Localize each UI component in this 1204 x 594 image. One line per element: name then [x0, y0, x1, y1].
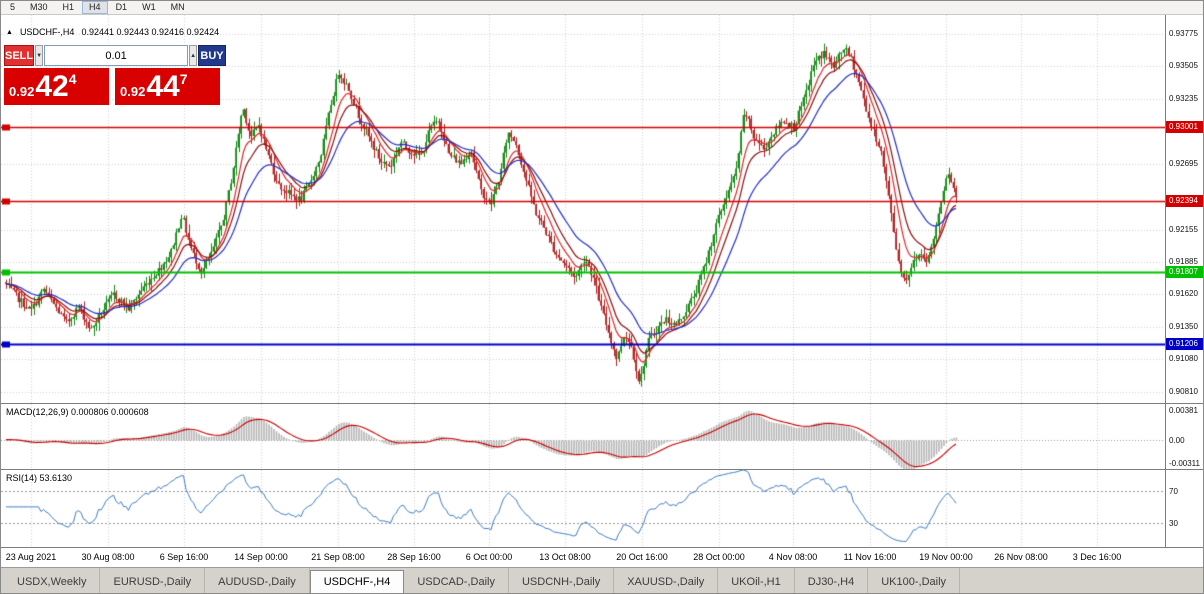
buy-price-display[interactable]: 0.92 44 7	[115, 68, 220, 105]
time-axis-label: 20 Oct 16:00	[616, 552, 668, 562]
sell-price-base: 0.92	[9, 84, 35, 99]
time-axis-label: 28 Oct 00:00	[693, 552, 745, 562]
macd-axis-tick: 0.00	[1169, 435, 1185, 445]
price-axis-tick: 0.93235	[1169, 94, 1198, 103]
rsi-axis-tick: 70	[1169, 486, 1178, 496]
chart-tabs-bar: USDX,Weekly EURUSD-,Daily AUDUSD-,Daily USD…	[1, 567, 1203, 593]
chart-tab-usdcnh-daily[interactable]: USDCNH-,Daily	[509, 568, 615, 593]
timeframe-button-5[interactable]: 5	[3, 1, 22, 14]
price-axis-tick: 0.91080	[1169, 354, 1198, 364]
symbol-name: USDCHF-,H4	[19, 27, 75, 37]
price-axis-tick: 0.91350	[1169, 321, 1198, 331]
macd-indicator-label: MACD(12,26,9) 0.000806 0.000608	[6, 407, 149, 417]
hline-price-badge: 0.92394	[1166, 194, 1203, 207]
rsi-indicator-canvas[interactable]	[1, 470, 1165, 547]
price-axis-tick: 0.93775	[1169, 28, 1198, 38]
chart-tab-usdchf-h4[interactable]: USDCHF-,H4	[309, 570, 405, 593]
hline-price-badge: 0.91206	[1166, 338, 1203, 351]
price-axis: 0.93775 0.93505 0.93235 0.92695 0.92155 0.918…	[1165, 15, 1203, 403]
price-axis-tick: 0.92695	[1169, 159, 1198, 169]
main-chart-panel: ▲ USDCHF-,H4 0.92441 0.92443 0.92416 0.9…	[1, 15, 1165, 403]
timeframe-button-mn[interactable]: MN	[164, 1, 192, 14]
bid-ask-price-row: 0.92 42 4 0.92 44 7	[4, 68, 226, 105]
time-axis-label: 14 Sep 00:00	[234, 552, 288, 562]
hline-price-badge: 0.91807	[1166, 265, 1203, 278]
price-axis-tick: 0.91885	[1169, 257, 1198, 267]
timeframe-button-h4[interactable]: H4	[82, 1, 108, 14]
macd-axis-tick: 0.00381	[1169, 406, 1198, 416]
rsi-axis-tick: 30	[1169, 518, 1178, 528]
rsi-indicator-label: RSI(14) 53.6130	[6, 473, 73, 483]
macd-indicator-canvas[interactable]	[1, 404, 1165, 469]
time-axis-label: 30 Aug 08:00	[81, 552, 135, 562]
buy-button[interactable]: BUY	[198, 45, 226, 66]
trade-controls-row: SELL ▼ ▲ BUY	[4, 45, 226, 66]
macd-panel: MACD(12,26,9) 0.000806 0.000608	[1, 404, 1165, 469]
hline-price-badge: 0.93001	[1166, 121, 1203, 134]
macd-axis-tick: -0.00311	[1169, 459, 1200, 468]
buy-price-pip-digit: 7	[179, 71, 188, 87]
time-axis-label: 26 Nov 08:00	[994, 552, 1048, 562]
rsi-panel: RSI(14) 53.6130	[1, 470, 1165, 547]
macd-axis: 0.00381 0.00 -0.00311	[1165, 404, 1203, 469]
time-axis-label: 4 Nov 08:00	[768, 552, 818, 562]
time-axis-label: 11 Nov 16:00	[843, 552, 897, 562]
price-axis-tick: 0.93505	[1169, 61, 1198, 71]
timeframe-button-w1[interactable]: W1	[135, 1, 163, 14]
chart-tab-usdcad-daily[interactable]: USDCAD-,Daily	[404, 568, 509, 593]
price-axis-tick: 0.91620	[1169, 289, 1198, 299]
panel-separator[interactable]	[1, 403, 1203, 404]
chart-symbol-header: ▲ USDCHF-,H4 0.92441 0.92443 0.92416 0.9…	[6, 27, 219, 37]
chart-tab-uk100-daily[interactable]: UK100-,Daily	[868, 568, 961, 593]
rsi-axis: 70 30	[1165, 470, 1203, 547]
collapse-panel-icon[interactable]: ▲	[6, 28, 13, 36]
timeframe-button-h1[interactable]: H1	[56, 1, 82, 14]
timeframe-toolbar: 5 M30 H1 H4 D1 W1 MN	[1, 1, 1203, 15]
time-axis-label: 13 Oct 08:00	[539, 552, 591, 562]
time-axis-label: 21 Sep 08:00	[311, 552, 365, 562]
buy-price-base: 0.92	[120, 84, 146, 99]
time-axis-label: 6 Oct 00:00	[465, 552, 513, 562]
sell-button[interactable]: SELL	[4, 45, 35, 66]
ohlc-values: 0.92441 0.92443 0.92416 0.92424	[81, 27, 220, 37]
volume-input[interactable]	[44, 45, 189, 66]
chart-tab-audusd-daily[interactable]: AUDUSD-,Daily	[205, 568, 310, 593]
one-click-trade-panel: SELL ▼ ▲ BUY 0.92 42 4 0.92 44 7	[4, 45, 226, 105]
time-axis-separator	[1, 547, 1203, 548]
panel-separator[interactable]	[1, 469, 1203, 470]
buy-price-big-digits: 44	[146, 70, 180, 103]
time-axis-label: 6 Sep 16:00	[159, 552, 209, 562]
chart-tab-dj30-h4[interactable]: DJ30-,H4	[795, 568, 869, 593]
chart-tab-xauusd-daily[interactable]: XAUUSD-,Daily	[614, 568, 719, 593]
timeframe-button-m30[interactable]: M30	[23, 1, 55, 14]
timeframe-button-d1[interactable]: D1	[109, 1, 135, 14]
price-axis-tick: 0.90810	[1169, 387, 1198, 397]
time-axis-label: 28 Sep 16:00	[387, 552, 441, 562]
time-axis-label: 19 Nov 00:00	[919, 552, 973, 562]
time-axis: 23 Aug 2021 30 Aug 08:00 6 Sep 16:00 14 Sep…	[1, 548, 1203, 567]
volume-increase-button[interactable]: ▲	[189, 45, 198, 66]
sell-price-big-digits: 42	[35, 70, 69, 103]
time-axis-label: 3 Dec 16:00	[1072, 552, 1122, 562]
chart-tab-usdx-weekly[interactable]: USDX,Weekly	[4, 568, 101, 593]
price-axis-tick: 0.92155	[1169, 224, 1198, 234]
sell-price-pip-digit: 4	[68, 71, 77, 87]
chart-tab-eurusd-daily[interactable]: EURUSD-,Daily	[100, 568, 206, 593]
chart-tab-ukoil-h1[interactable]: UKOil-,H1	[718, 568, 795, 593]
time-axis-label: 23 Aug 2021	[5, 552, 57, 562]
sell-price-display[interactable]: 0.92 42 4	[4, 68, 109, 105]
volume-decrease-button[interactable]: ▼	[35, 45, 44, 66]
